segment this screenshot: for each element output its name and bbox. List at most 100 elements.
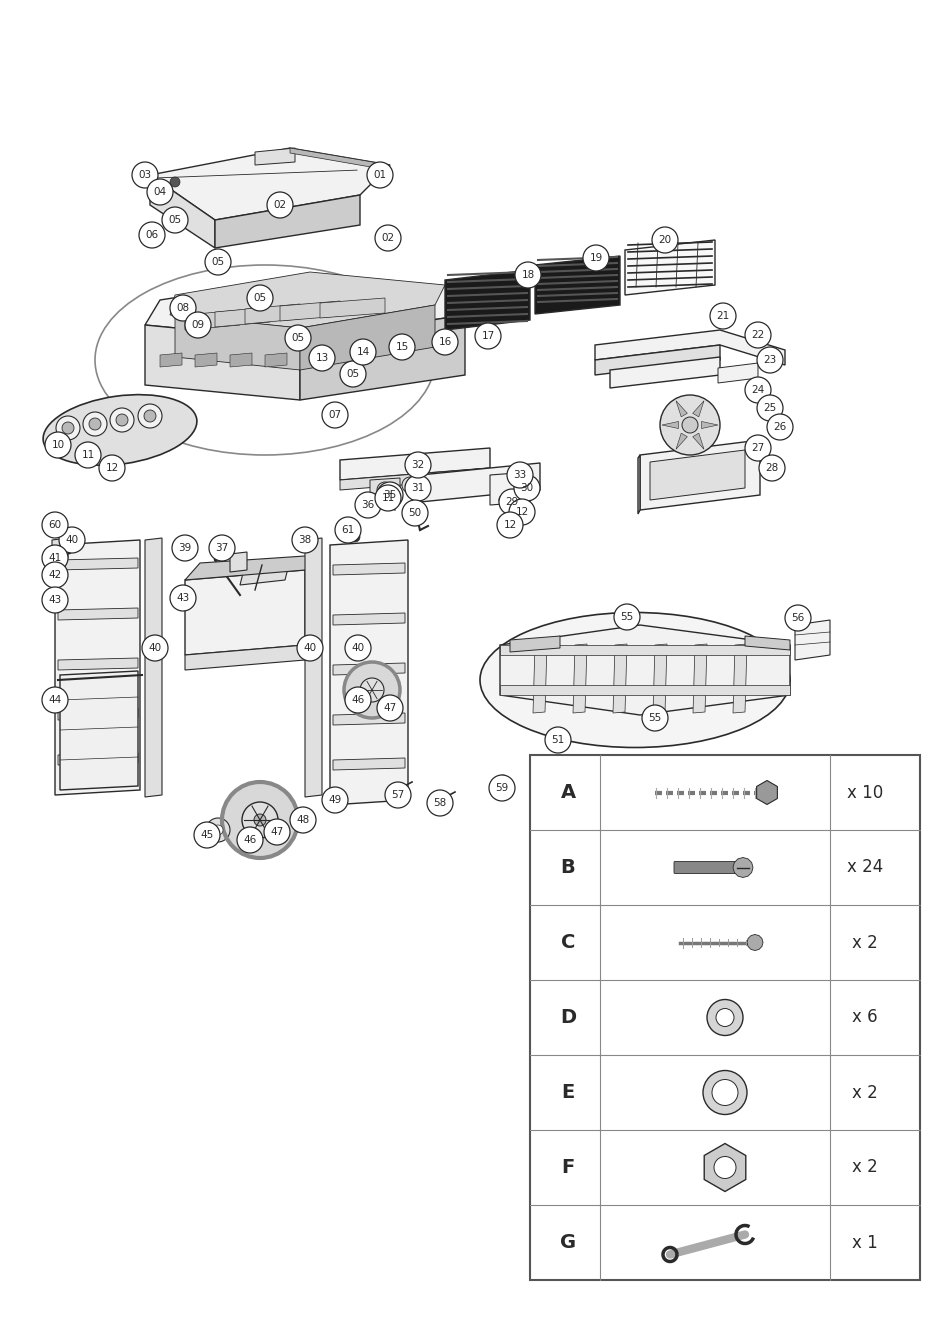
- Circle shape: [507, 462, 533, 488]
- Polygon shape: [320, 298, 385, 318]
- Polygon shape: [145, 275, 480, 340]
- Text: 16: 16: [438, 337, 451, 346]
- Circle shape: [545, 727, 571, 753]
- Polygon shape: [613, 645, 627, 713]
- Text: 17: 17: [482, 330, 495, 341]
- Polygon shape: [676, 400, 688, 416]
- Polygon shape: [230, 353, 252, 367]
- Circle shape: [99, 455, 125, 481]
- Text: 26: 26: [773, 422, 787, 432]
- Text: B: B: [560, 858, 576, 877]
- Circle shape: [322, 402, 348, 428]
- Circle shape: [360, 678, 384, 702]
- Circle shape: [147, 179, 173, 205]
- Text: x 6: x 6: [852, 1009, 878, 1026]
- Polygon shape: [245, 304, 300, 324]
- Text: 10: 10: [51, 441, 65, 450]
- Polygon shape: [150, 175, 215, 248]
- Text: x 24: x 24: [846, 858, 884, 877]
- Text: 42: 42: [48, 569, 62, 580]
- Circle shape: [377, 694, 403, 721]
- Text: 09: 09: [192, 320, 204, 330]
- Text: 39: 39: [179, 543, 192, 553]
- Circle shape: [402, 500, 428, 526]
- Text: 37: 37: [216, 543, 229, 553]
- Text: 15: 15: [395, 342, 408, 352]
- Text: 21: 21: [716, 312, 730, 321]
- Text: 46: 46: [352, 694, 365, 705]
- Circle shape: [139, 222, 165, 248]
- Circle shape: [389, 334, 415, 360]
- Text: x 2: x 2: [852, 933, 878, 951]
- Circle shape: [614, 604, 640, 630]
- Circle shape: [350, 338, 376, 365]
- Text: 48: 48: [296, 815, 310, 825]
- Polygon shape: [745, 637, 790, 650]
- Text: 04: 04: [154, 187, 166, 197]
- Text: 43: 43: [48, 595, 62, 604]
- Circle shape: [375, 226, 401, 251]
- Text: 29: 29: [505, 497, 519, 508]
- Circle shape: [393, 786, 401, 794]
- Circle shape: [185, 312, 211, 338]
- Polygon shape: [300, 316, 465, 400]
- Text: x 2: x 2: [852, 1159, 878, 1176]
- Text: 32: 32: [411, 461, 425, 470]
- Polygon shape: [170, 273, 445, 328]
- Circle shape: [350, 532, 360, 543]
- Circle shape: [292, 526, 318, 553]
- Circle shape: [498, 775, 508, 786]
- Circle shape: [242, 802, 278, 838]
- Circle shape: [402, 477, 418, 493]
- Circle shape: [42, 512, 68, 539]
- Text: G: G: [560, 1233, 576, 1252]
- Polygon shape: [533, 645, 547, 713]
- Text: 23: 23: [764, 355, 777, 365]
- Polygon shape: [333, 563, 405, 575]
- Circle shape: [367, 163, 393, 188]
- Polygon shape: [145, 325, 300, 400]
- Text: 57: 57: [391, 790, 405, 800]
- Polygon shape: [300, 305, 435, 371]
- Text: 11: 11: [381, 493, 394, 504]
- Circle shape: [703, 1070, 747, 1115]
- Text: 14: 14: [356, 346, 370, 357]
- Text: C: C: [560, 933, 575, 952]
- Circle shape: [285, 325, 311, 351]
- Polygon shape: [185, 555, 320, 580]
- Circle shape: [335, 517, 361, 543]
- Polygon shape: [215, 308, 270, 326]
- Text: 01: 01: [373, 171, 387, 180]
- Text: 19: 19: [589, 252, 602, 263]
- Circle shape: [377, 482, 403, 508]
- Polygon shape: [610, 357, 720, 388]
- Circle shape: [170, 295, 196, 321]
- Polygon shape: [490, 471, 530, 505]
- Polygon shape: [718, 363, 758, 383]
- Polygon shape: [500, 645, 790, 655]
- Circle shape: [714, 1156, 736, 1179]
- Polygon shape: [650, 450, 745, 500]
- Circle shape: [264, 819, 290, 845]
- Polygon shape: [265, 353, 287, 367]
- Polygon shape: [333, 612, 405, 624]
- Text: 13: 13: [315, 353, 329, 363]
- Text: 12: 12: [515, 508, 528, 517]
- Text: 11: 11: [82, 450, 95, 461]
- Polygon shape: [638, 455, 640, 514]
- Text: 46: 46: [243, 835, 256, 845]
- Circle shape: [172, 535, 198, 561]
- Circle shape: [42, 545, 68, 571]
- Circle shape: [75, 442, 101, 467]
- Polygon shape: [280, 301, 340, 321]
- Circle shape: [509, 500, 535, 525]
- Text: 58: 58: [433, 798, 446, 808]
- Circle shape: [377, 482, 393, 498]
- Text: 44: 44: [48, 694, 62, 705]
- Circle shape: [144, 410, 156, 422]
- Polygon shape: [340, 449, 490, 479]
- Text: 12: 12: [105, 463, 119, 473]
- Text: 05: 05: [212, 257, 224, 267]
- Circle shape: [514, 475, 540, 501]
- Circle shape: [405, 475, 431, 501]
